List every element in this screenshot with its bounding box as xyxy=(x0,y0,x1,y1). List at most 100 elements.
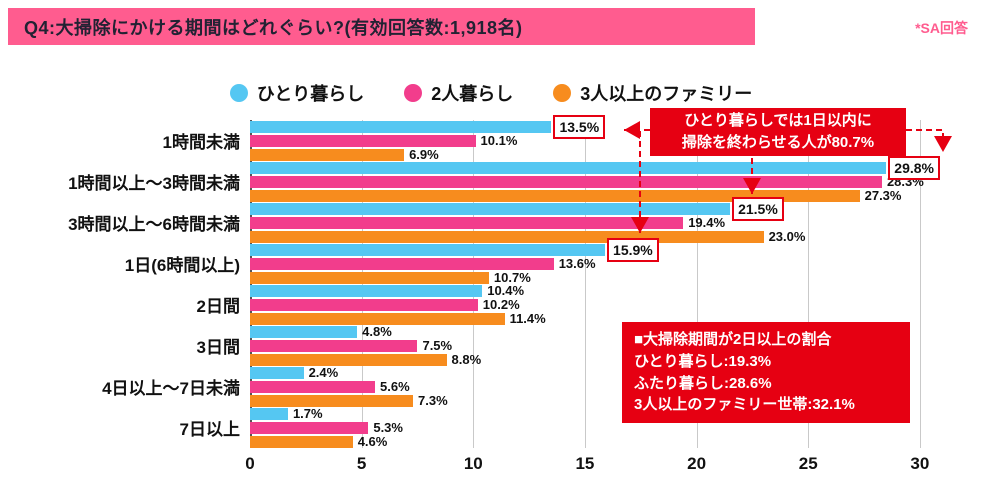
category-label: 1日(6時間以上) xyxy=(124,256,240,275)
bar-row: 13.6% xyxy=(250,256,940,271)
gridline xyxy=(473,120,475,448)
gridline xyxy=(361,120,363,448)
bar-series-0 xyxy=(250,120,552,133)
bar-group: 1.7% 5.3% 4.6% xyxy=(250,407,940,448)
legend-item-single: ひとり暮らし xyxy=(229,80,365,106)
legend-label-family: 3人以上のファミリー xyxy=(580,84,753,104)
value-label: 7.3% xyxy=(418,393,448,408)
bar-series-0 xyxy=(250,161,887,174)
category-label: 1時間未満 xyxy=(162,133,240,152)
value-label: 2.4% xyxy=(308,365,339,380)
callout-line-1: ひとり暮らしでは1日以内に xyxy=(684,112,872,130)
bar-series-2 xyxy=(250,230,764,243)
legend-item-couple: 2人暮らし xyxy=(404,80,513,106)
bar-series-0 xyxy=(250,202,731,215)
value-label: 10.4% xyxy=(487,283,525,298)
x-tick-label: 0 xyxy=(245,454,255,473)
bar-row: 4.6% xyxy=(250,434,940,449)
bar-series-1 xyxy=(250,339,418,352)
bar-series-1 xyxy=(250,175,882,188)
bar-series-1 xyxy=(250,421,369,434)
category-label: 3時間以上〜6時間未満 xyxy=(68,215,240,234)
callout-box: ひとり暮らしでは1日以内に 掃除を終わらせる人が80.7% xyxy=(650,108,906,156)
bar-series-2 xyxy=(250,148,405,161)
bar-series-0 xyxy=(250,284,483,297)
bar-series-1 xyxy=(250,216,684,229)
bar-group: 10.4% 10.2% 11.4% xyxy=(250,284,940,325)
value-label: 19.4% xyxy=(688,215,726,230)
value-label: 5.6% xyxy=(380,379,410,394)
bar-row: 11.4% xyxy=(250,312,940,325)
gridline xyxy=(919,120,921,448)
value-label: 7.5% xyxy=(422,338,453,353)
bar-row: 8.8% xyxy=(250,353,940,366)
value-label-highlighted: 21.5% xyxy=(732,196,784,221)
bar-row: 23.0% xyxy=(250,229,940,244)
bar-row: 27.3% xyxy=(250,188,940,203)
x-tick-label: 30 xyxy=(910,454,930,473)
bar-row: 10.1% xyxy=(250,134,940,147)
bar-group: 2.4% 5.6% 7.3% xyxy=(250,366,940,407)
gridline xyxy=(696,120,698,448)
bar-group: 15.9% 13.6% 10.7% xyxy=(250,237,940,285)
summary-title: ■大掃除期間が2日以上の割合 xyxy=(634,331,832,348)
category-label: 3日間 xyxy=(196,338,240,357)
bar-row: 10.2% xyxy=(250,297,940,312)
bar-group: 29.8% 28.3% 27.3% xyxy=(250,155,940,203)
bar-series-0 xyxy=(250,325,358,338)
chart-legend: ひとり暮らし 2人暮らし 3人以上のファミリー xyxy=(0,80,982,106)
bar-row: 4.8% xyxy=(250,324,940,339)
x-tick-label: 15 xyxy=(575,454,595,473)
value-label: 4.8% xyxy=(362,324,392,339)
plot-area: 13.5% 10.1% 6.9% 29.8% 28.3% 27.3% 21.5% 19.4% 2… xyxy=(250,114,940,448)
page-title: Q4:大掃除にかける期間はどれぐらい?(有効回答数:1,918名) xyxy=(24,17,523,38)
gridline xyxy=(250,120,252,448)
bar-group: 21.5% 19.4% 23.0% xyxy=(250,196,940,244)
bar-row: 10.4% xyxy=(250,283,940,298)
bar-series-2 xyxy=(250,312,505,325)
summary-line-single: ひとり暮らし:19.3% xyxy=(634,352,772,370)
bar-row: 1.7% xyxy=(250,406,940,421)
bar-row: 7.3% xyxy=(250,393,940,408)
summary-box: ■大掃除期間が2日以上の割合 ひとり暮らし:19.3% ふたり暮らし:28.6%… xyxy=(622,322,910,423)
summary-line-family: 3人以上のファミリー世帯:32.1% xyxy=(634,396,855,414)
bar-series-2 xyxy=(250,189,860,202)
value-label: 13.6% xyxy=(558,256,596,271)
bar-row: 2.4% xyxy=(250,365,940,380)
x-axis: 0 5 10 15 20 25 30 xyxy=(245,450,940,476)
value-label: 27.3% xyxy=(864,188,902,203)
bar-group: 13.5% 10.1% 6.9% xyxy=(250,114,940,161)
legend-dot-couple xyxy=(404,84,423,102)
bar-row: 21.5% xyxy=(250,196,940,221)
value-label: 10.2% xyxy=(482,297,520,312)
bar-series-1 xyxy=(250,257,554,270)
bar-row: 19.4% xyxy=(250,215,940,230)
category-label: 4日以上〜7日未満 xyxy=(102,379,240,398)
summary-line-couple: ふたり暮らし:28.6% xyxy=(634,374,772,392)
legend-item-family: 3人以上のファミリー xyxy=(553,80,752,106)
category-labels: 1時間未満 1時間以上〜3時間未満 3時間以上〜6時間未満 1日(6時間以上) 2日間 3… xyxy=(0,120,250,448)
bar-group: 4.8% 7.5% 8.8% xyxy=(250,325,940,366)
bar-series-1 xyxy=(250,134,476,147)
bar-row: 5.6% xyxy=(250,379,940,394)
survey-method-note: *SA回答 xyxy=(915,20,968,36)
bar-series-2 xyxy=(250,435,353,448)
category-label: 7日以上 xyxy=(179,420,240,439)
legend-dot-family xyxy=(553,84,572,102)
value-label: 1.7% xyxy=(292,406,323,421)
x-tick-label: 20 xyxy=(687,454,707,473)
legend-dot-single xyxy=(229,84,248,102)
value-label: 4.6% xyxy=(357,434,388,449)
value-label: 5.3% xyxy=(373,420,403,435)
x-tick-label: 5 xyxy=(356,454,367,473)
bar-row: 6.9% xyxy=(250,148,940,161)
legend-label-single: ひとり暮らし xyxy=(256,84,365,104)
bar-series-0 xyxy=(250,366,304,379)
title-banner: Q4:大掃除にかける期間はどれぐらい?(有効回答数:1,918名) xyxy=(8,8,755,45)
bar-row: 28.3% xyxy=(250,175,940,188)
bar-series-2 xyxy=(250,353,447,366)
bar-row: 5.3% xyxy=(250,420,940,435)
value-label: 23.0% xyxy=(768,229,806,244)
value-label: 10.7% xyxy=(493,270,531,285)
